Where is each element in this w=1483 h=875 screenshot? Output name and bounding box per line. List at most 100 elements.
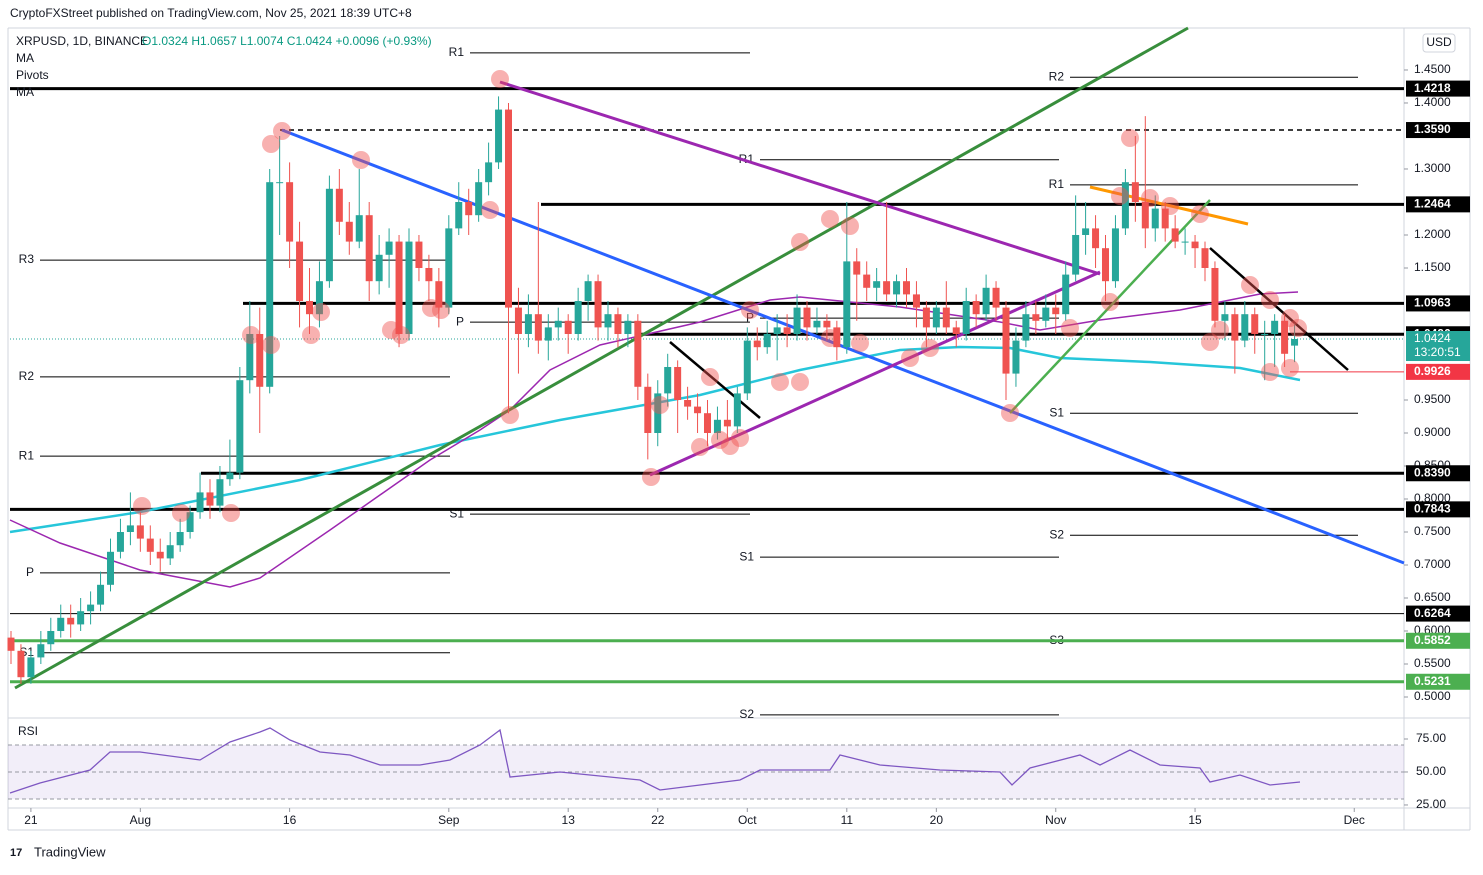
candle-body [156,551,164,559]
candle-body [972,300,980,315]
marker [501,406,519,424]
candle-body [952,327,960,334]
candle-body [853,261,861,275]
candle-body [77,611,85,625]
y-tick-label: 0.5500 [1414,656,1451,670]
x-tick-label: Oct [738,813,757,827]
marker [222,504,240,522]
rsi-tick-label: 75.00 [1416,731,1446,745]
marker [851,334,869,352]
candle-body [604,314,612,328]
marker [1289,319,1307,337]
candle-body [206,492,214,506]
marker [1191,205,1209,223]
candle-body [1171,228,1179,242]
candle-body [116,532,124,552]
candle-body [87,604,95,612]
candle-body [47,631,55,645]
candle-body [415,241,423,268]
pivot-label: R1 [1049,177,1065,191]
candle-body [246,333,254,381]
currency-box[interactable] [1422,33,1456,53]
candle-body [982,287,990,315]
candle-body [833,327,841,348]
marker [921,339,939,357]
pivot-label: P [746,310,754,324]
y-tick-label: 1.1500 [1414,260,1451,274]
candle-body [345,221,353,242]
candle-body [863,274,871,288]
candle-body [684,399,692,407]
level-label-box [1406,673,1470,690]
candle-body [166,545,174,559]
level-label: 1.2464 [1414,197,1451,211]
candle-body [584,281,592,301]
marker [701,368,719,386]
candle-body [713,419,721,433]
candle-body [1042,307,1050,321]
candle-body [375,254,383,282]
current-price: 1.0424 [1414,331,1451,345]
candle-body [1111,228,1119,282]
marker [771,373,789,391]
level-label: 0.5852 [1414,633,1451,647]
candle-body [1121,182,1129,229]
candles [7,96,1299,684]
marker [302,326,320,344]
candle-body [17,650,25,678]
pivot-label: P [26,565,34,579]
candle-body [1052,307,1060,315]
currency[interactable]: USD [1426,35,1452,49]
candle-body [296,241,304,301]
marker [352,151,370,169]
y-tick-label: 0.6500 [1414,590,1451,604]
candle-body [7,637,15,651]
candle-body [136,525,144,539]
candle-body [703,413,711,433]
level-label-box [1406,363,1470,380]
marker [481,201,499,219]
candle-body [1211,267,1219,321]
level-label-box [1406,605,1470,622]
marker [821,210,839,228]
candle-body [783,327,791,334]
level-label-box [1406,465,1470,482]
candle-body [793,307,801,334]
y-tick-label: 1.2000 [1414,227,1451,241]
marker [1141,189,1159,207]
indicator: MA [16,85,34,99]
marker [1281,309,1299,327]
candle-body [654,393,662,433]
candle-body [594,281,602,328]
candle-body [1161,208,1169,229]
candle-body [106,551,114,585]
candle-body [962,300,970,334]
level-label-box [1406,122,1470,139]
candle-body [1201,248,1209,268]
pivot-label: S2 [1049,527,1064,541]
level-label-box [1406,295,1470,312]
marker [791,233,809,251]
candle-body [196,492,204,513]
marker [382,321,400,339]
candle-body [465,201,473,216]
marker [691,438,709,456]
marker [312,303,330,321]
y-tick-label: 0.9000 [1414,425,1451,439]
candle-body [902,281,910,295]
trend-line [1089,185,1249,226]
candle-body [236,380,244,473]
pivot-label: R1 [449,45,465,59]
candle-body [1082,228,1090,235]
candle-body [485,162,493,183]
candle-body [564,320,572,334]
candle-body [97,584,105,605]
level-label-box [1406,632,1470,649]
marker [642,468,660,486]
marker [491,70,509,88]
level-label: 0.6264 [1414,606,1451,620]
pivot-label: R1 [19,448,35,462]
x-tick-label: 21 [24,813,38,827]
candle-body [1191,241,1199,249]
level-label: 0.9926 [1414,364,1451,378]
